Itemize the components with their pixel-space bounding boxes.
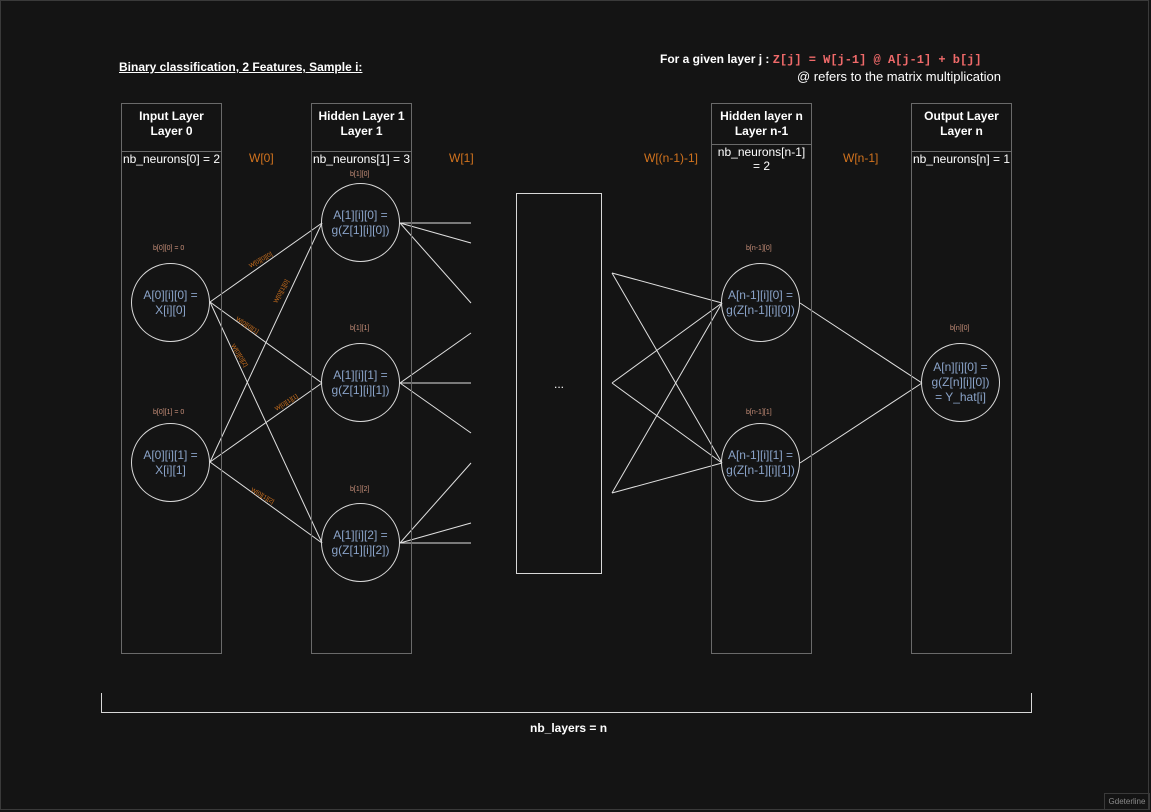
edge: [611, 382, 723, 464]
diagram-title: Binary classification, 2 Features, Sampl…: [119, 60, 363, 74]
neuron-count: nb_neurons[1] = 3: [312, 151, 411, 166]
edge: [209, 382, 323, 463]
layer-column-hidden1: Hidden Layer 1 Layer 1 nb_neurons[1] = 3: [311, 103, 412, 654]
layer-column-output: Output Layer Layer n nb_neurons[n] = 1: [911, 103, 1012, 654]
layer-heading: Hidden layer n: [720, 109, 803, 123]
bias-label: b[n-1][0]: [746, 245, 772, 252]
edge: [611, 272, 723, 464]
bias-label: b[1][0]: [350, 171, 370, 178]
weight-label: W[0]: [249, 151, 274, 165]
layer-subheading: Layer n-1: [734, 124, 789, 138]
edge: [611, 302, 723, 494]
layers-bracket: [101, 693, 1032, 713]
edge: [799, 302, 923, 384]
neuron-input-1: A[0][i][1] = X[i][1]: [131, 423, 210, 502]
formula-code: Z[j] = W[j-1] @ A[j-1] + b[j]: [772, 53, 982, 67]
layer-heading: Output Layer: [924, 109, 999, 123]
edge: [209, 222, 323, 463]
bias-label: b[1][1]: [350, 325, 370, 332]
edge: [611, 302, 723, 384]
edge: [209, 461, 323, 544]
ellipsis-text: ...: [553, 376, 564, 391]
layer-heading: Hidden Layer 1: [318, 109, 405, 123]
bias-label: b[n-1][1]: [746, 409, 772, 416]
bias-label: b[0][0] = 0: [153, 245, 185, 252]
formula-line: For a given layer j : Z[j] = W[j-1] @ A[…: [660, 52, 982, 67]
weight-label: W[(n-1)-1]: [644, 151, 698, 165]
neuron-count: nb_neurons[n] = 1: [912, 151, 1011, 166]
neuron-output-0: A[n][i][0] = g(Z[n][i][0]) = Y_hat[i]: [921, 343, 1000, 422]
neuron-hidden1-1: A[1][i][1] = g(Z[1][i][1]): [321, 343, 400, 422]
neuron-input-0: A[0][i][0] = X[i][0]: [131, 263, 210, 342]
bracket-label: nb_layers = n: [530, 721, 608, 735]
weight-label: W[n-1]: [843, 151, 879, 165]
edge: [799, 382, 923, 464]
neuron-hidden1-0: A[1][i][0] = g(Z[1][i][0]): [321, 183, 400, 262]
neuron-hiddenN-0: A[n-1][i][0] = g(Z[n-1][i][0]): [721, 263, 800, 342]
neuron-hidden1-2: A[1][i][2] = g(Z[1][i][2]): [321, 503, 400, 582]
bias-label: b[1][2]: [350, 486, 370, 493]
neuron-hiddenN-1: A[n-1][i][1] = g(Z[n-1][i][1]): [721, 423, 800, 502]
edge: [611, 462, 723, 494]
layer-heading: Input Layer: [139, 109, 204, 123]
weight-label: W[1]: [449, 151, 474, 165]
edge: [209, 222, 323, 303]
bias-label: b[n][0]: [950, 325, 970, 332]
layer-subheading: Layer 0: [150, 124, 193, 138]
bias-label: b[0][1] = 0: [153, 409, 185, 416]
hidden-layers-ellipsis: ...: [516, 193, 602, 574]
layer-column-hiddenN: Hidden layer n Layer n-1 nb_neurons[n-1]…: [711, 103, 812, 654]
layer-subheading: Layer 1: [340, 124, 383, 138]
formula-prefix: For a given layer j :: [660, 52, 773, 66]
formula-note: @ refers to the matrix multiplication: [797, 69, 1001, 84]
watermark: Gdeterline: [1104, 793, 1150, 810]
neuron-count: nb_neurons[0] = 2: [122, 151, 221, 166]
layer-subheading: Layer n: [940, 124, 983, 138]
neuron-count: nb_neurons[n-1] = 2: [712, 144, 811, 173]
layer-column-input: Input Layer Layer 0 nb_neurons[0] = 2: [121, 103, 222, 654]
edge: [611, 272, 723, 304]
